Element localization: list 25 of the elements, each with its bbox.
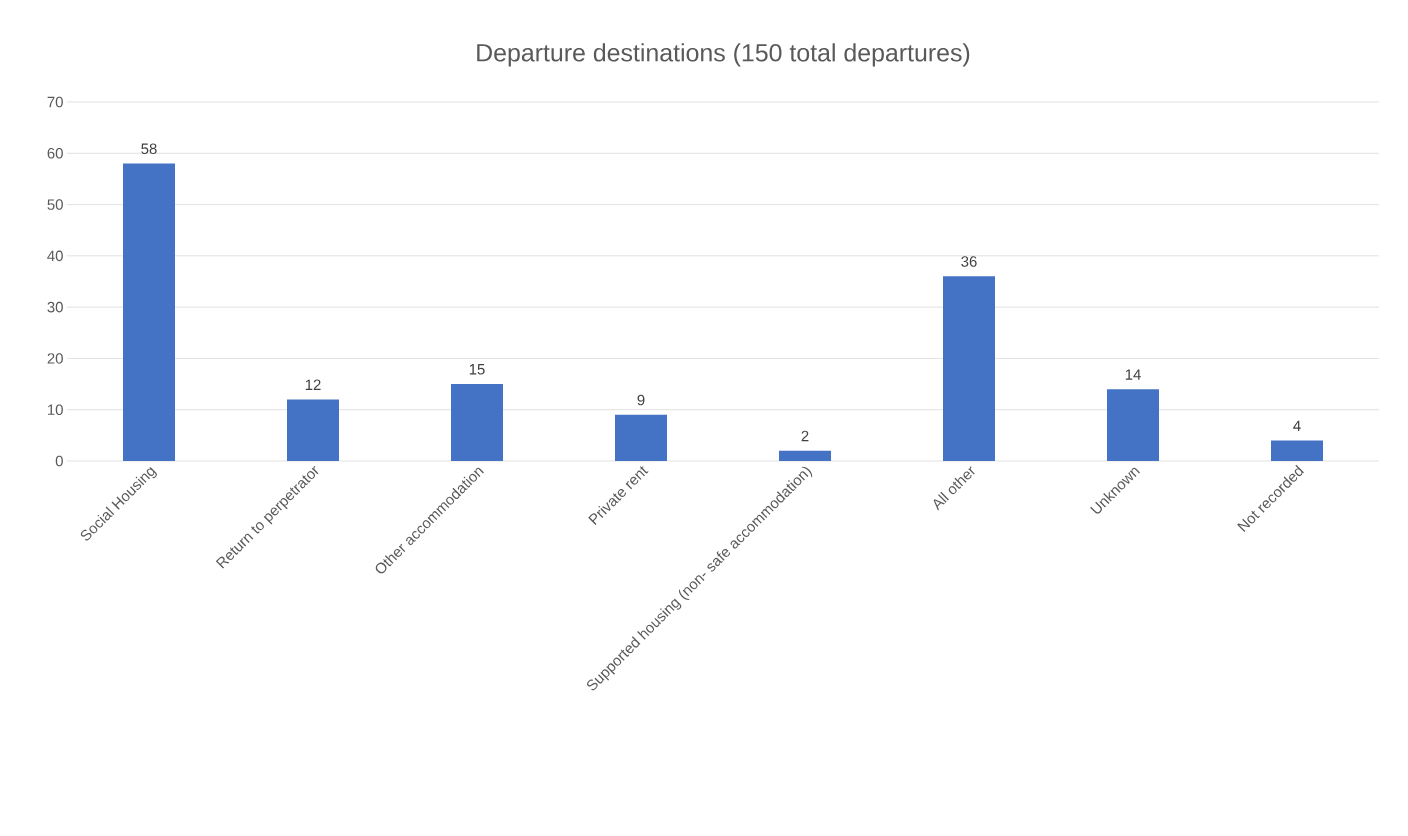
y-tick-label: 20: [47, 353, 63, 364]
data-label: 14: [1125, 369, 1141, 380]
bar: [779, 450, 832, 461]
bar: [1271, 440, 1324, 461]
bar: [1107, 389, 1160, 461]
bar: [451, 384, 504, 461]
bar: [287, 399, 340, 461]
bar: [615, 414, 668, 461]
data-label: 2: [801, 430, 809, 442]
data-label: 36: [961, 256, 977, 267]
y-tick-label: 50: [47, 199, 63, 210]
data-label: 4: [1293, 420, 1301, 431]
bar: [123, 163, 175, 461]
bar: [943, 276, 996, 461]
y-tick-label: 10: [48, 404, 63, 415]
y-tick-label: 30: [47, 301, 63, 313]
data-label: 9: [637, 394, 645, 406]
chart-title: Departure destinations (150 total departures): [477, 43, 970, 67]
y-tick-label: 40: [47, 250, 63, 262]
data-label: 58: [141, 143, 157, 155]
y-tick-label: 60: [47, 147, 63, 159]
data-label: 12: [305, 379, 321, 390]
data-label: 15: [469, 364, 485, 375]
y-tick-label: 70: [47, 96, 63, 108]
y-tick-label: 0: [55, 455, 63, 467]
